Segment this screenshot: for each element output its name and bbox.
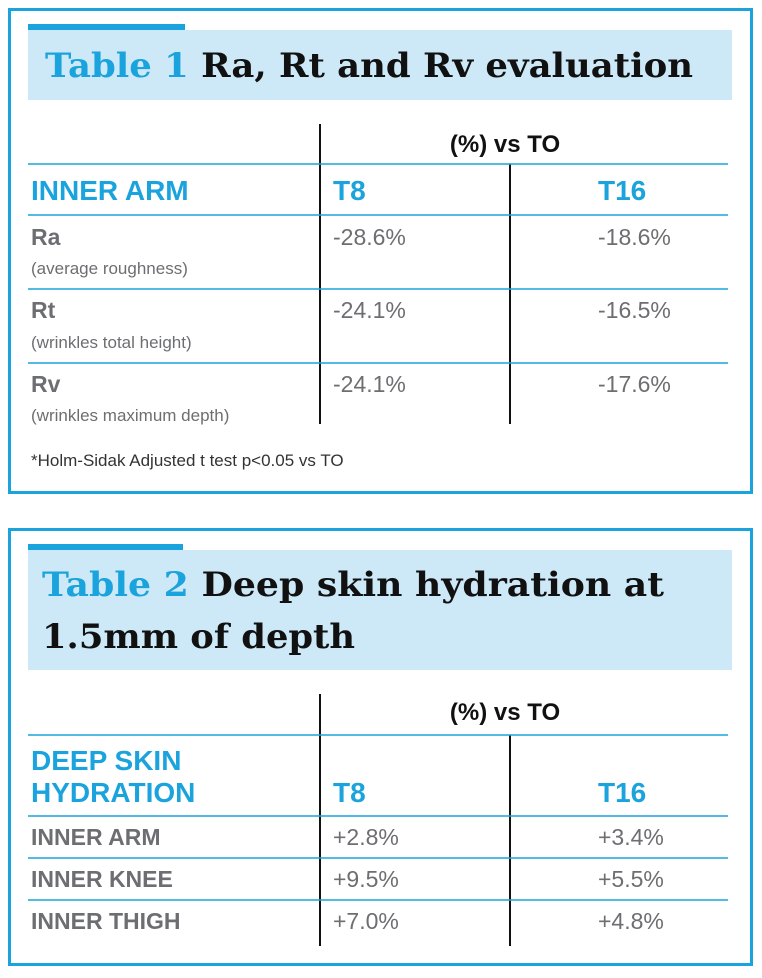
row-label: INNER THIGH bbox=[31, 908, 181, 934]
table1-title: Table 1 Ra, Rt and Rv evaluation bbox=[45, 46, 693, 86]
cell: -18.6% bbox=[598, 224, 671, 250]
title-prefix: Table 2 bbox=[42, 565, 189, 605]
row-label: Rv bbox=[31, 371, 61, 397]
group-header: (%) vs TO bbox=[450, 131, 560, 158]
cell: +4.8% bbox=[598, 908, 664, 934]
column-header: T8 bbox=[333, 175, 366, 206]
table2-frame bbox=[8, 528, 753, 966]
column-header: T16 bbox=[598, 777, 646, 808]
column-header: DEEP SKIN bbox=[31, 745, 181, 776]
row-label: INNER ARM bbox=[31, 824, 160, 850]
footnote: *Holm-Sidak Adjusted t test p<0.05 vs TO bbox=[31, 451, 344, 470]
cell: -28.6% bbox=[333, 224, 406, 250]
cell: +9.5% bbox=[333, 866, 399, 892]
title-text: Deep skin hydration at bbox=[201, 565, 664, 605]
table1-frame bbox=[8, 8, 753, 494]
title-text: 1.5mm of depth bbox=[42, 617, 355, 657]
title-band bbox=[28, 30, 732, 100]
cell: -24.1% bbox=[333, 297, 406, 323]
title-text: Ra, Rt and Rv evaluation bbox=[201, 46, 693, 86]
table2-title: Table 2 Deep skin hydration at bbox=[42, 565, 664, 605]
group-header: (%) vs TO bbox=[450, 699, 560, 726]
column-header: INNER ARM bbox=[31, 175, 189, 206]
cell: +2.8% bbox=[333, 824, 399, 850]
row-sublabel: (wrinkles total height) bbox=[31, 333, 192, 352]
column-header: T16 bbox=[598, 175, 646, 206]
column-header: HYDRATION bbox=[31, 777, 195, 808]
title-band bbox=[28, 550, 732, 670]
row-sublabel: (average roughness) bbox=[31, 259, 188, 278]
cell: +3.4% bbox=[598, 824, 664, 850]
column-header: T8 bbox=[333, 777, 366, 808]
cell: +5.5% bbox=[598, 866, 664, 892]
cell: -16.5% bbox=[598, 297, 671, 323]
accent-bar bbox=[28, 24, 185, 30]
row-label: Rt bbox=[31, 297, 56, 323]
cell: +7.0% bbox=[333, 908, 399, 934]
title-prefix: Table 1 bbox=[45, 46, 189, 86]
row-sublabel: (wrinkles maximum depth) bbox=[31, 406, 229, 425]
cell: -17.6% bbox=[598, 371, 671, 397]
cell: -24.1% bbox=[333, 371, 406, 397]
row-label: Ra bbox=[31, 224, 61, 250]
row-label: INNER KNEE bbox=[31, 866, 173, 892]
accent-bar bbox=[28, 544, 183, 550]
